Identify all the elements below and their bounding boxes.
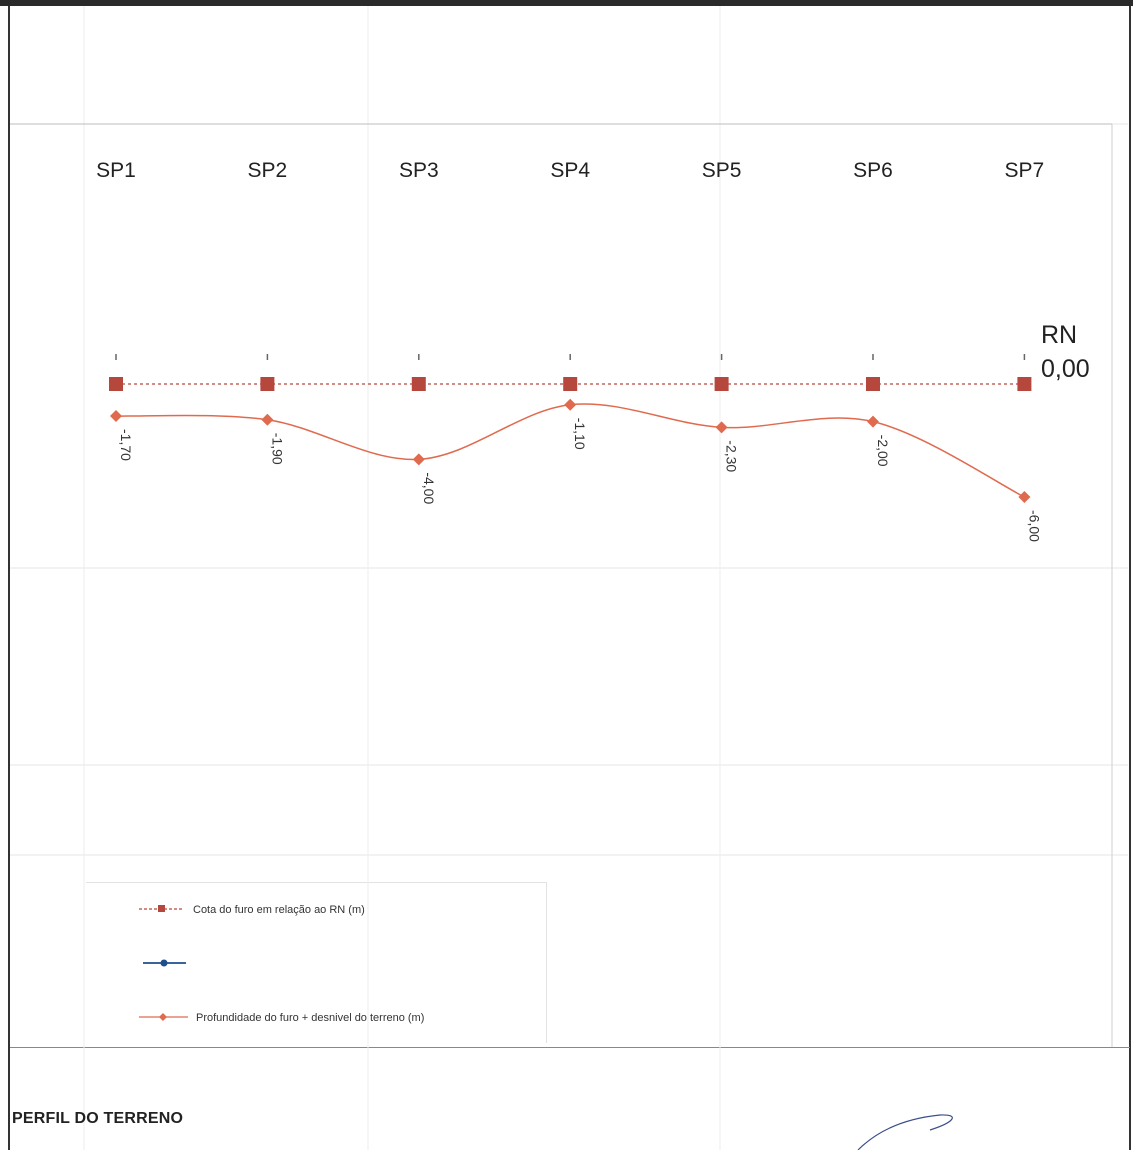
category-label-sp3: SP3 [399,159,439,182]
legend-cota-marker [158,905,165,912]
series-profundidade-marker-sp2 [261,413,274,426]
sheet-left-border [8,6,10,1150]
series-cota-marker-sp5 [714,377,729,391]
data-label-sp4: -1,10 [572,418,588,450]
series-cota-marker-sp2 [260,377,275,391]
data-label-sp7: -6,00 [1026,510,1042,542]
signature-mark [857,1114,953,1150]
series-cota-marker-sp1 [109,377,123,391]
rn-label: RN [1041,321,1077,349]
sheet-right-border [1129,6,1131,1150]
chart-bottom-rule [10,1047,1130,1048]
data-label-sp1: -1,70 [118,429,134,461]
series-profundidade-marker-sp3 [412,453,425,466]
category-label-sp4: SP4 [550,159,590,182]
series-profundidade-marker-sp6 [867,415,879,428]
legend-cota-label: Cota do furo em relação ao RN (m) [193,904,365,916]
legend-profundidade-label: Profundidade do furo + desnivel do terre… [196,1012,424,1024]
series-profundidade-marker-sp7 [1018,491,1031,503]
series-profundidade-marker-sp1 [110,410,122,423]
series-cota-marker-sp7 [1017,377,1032,391]
category-label-sp6: SP6 [853,159,893,182]
category-label-sp1: SP1 [96,159,136,182]
legend-blue-marker [160,959,168,967]
series-cota-marker-sp4 [563,377,578,391]
legend-box [86,882,547,1043]
series-cota-marker-sp6 [866,377,880,391]
footer-title: PERFIL DO TERRENO [12,1110,184,1127]
grid-lines [10,6,1128,1150]
legend-profundidade-marker [159,1013,167,1021]
series-profundidade-marker-sp4 [564,398,577,411]
data-label-sp6: -2,00 [875,435,891,467]
category-label-sp7: SP7 [1005,159,1045,182]
series-profundidade-marker-sp5 [715,421,728,434]
category-label-sp5: SP5 [702,159,742,182]
data-label-sp2: -1,90 [269,433,285,465]
sheet-top-border [0,0,1133,6]
series-cota-marker-sp3 [411,377,426,391]
legend: Cota do furo em relação ao RN (m) Profund… [139,904,424,1024]
category-label-sp2: SP2 [248,159,288,182]
data-label-sp5: -2,30 [724,440,740,472]
rn-value: 0,00 [1041,355,1090,383]
data-label-sp3: -4,00 [421,472,437,504]
